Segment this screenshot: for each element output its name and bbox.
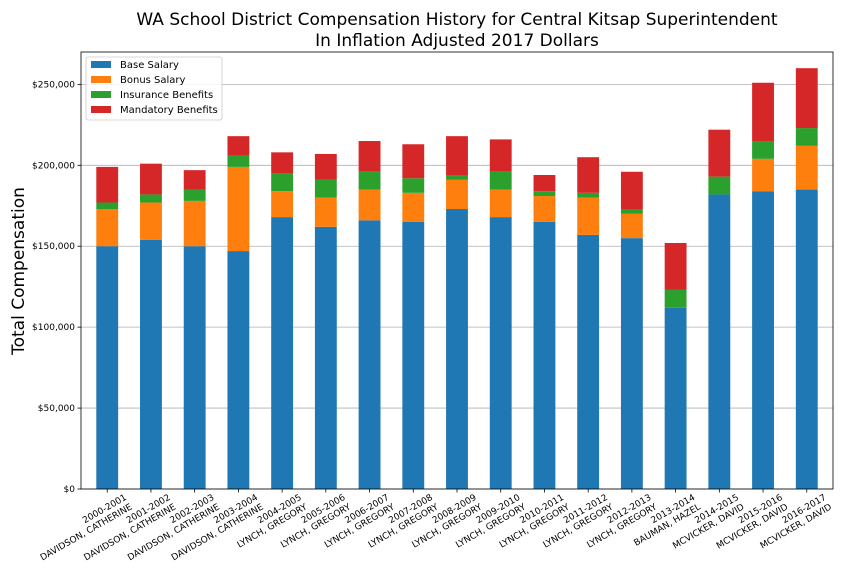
bar-segment <box>708 194 731 489</box>
bar-segment <box>358 189 381 221</box>
bar-segment <box>314 226 337 490</box>
bar-segment <box>402 192 425 222</box>
bar-segment <box>489 139 512 172</box>
bar-segment <box>227 166 250 252</box>
legend-label: Insurance Benefits <box>120 90 213 101</box>
bar-segment <box>96 208 119 247</box>
bar-segment <box>795 128 818 146</box>
chart-title: WA School District Compensation History … <box>136 10 778 30</box>
bar-segment <box>664 242 687 290</box>
y-axis-label: Total Compensation <box>9 187 29 356</box>
bar-segment <box>446 208 468 490</box>
bar-segment <box>620 171 643 209</box>
bar-segment <box>708 129 731 177</box>
bar-segment <box>533 221 556 489</box>
bar-segment <box>577 157 600 193</box>
bar-segment <box>752 141 774 159</box>
y-tick-label: $0 <box>64 485 76 495</box>
y-tick-label: $100,000 <box>32 323 75 333</box>
legend-label: Bonus Salary <box>120 75 186 86</box>
bar-segment <box>620 213 643 239</box>
bar-segment <box>96 202 119 209</box>
bar-segment <box>752 158 774 192</box>
bar-segment <box>402 178 425 193</box>
legend-items: Base Salary Bonus Salary Insurance Benefit… <box>91 60 218 116</box>
bar-segment <box>314 197 337 227</box>
bar-segment <box>620 238 643 489</box>
y-tick-label: $250,000 <box>32 80 75 90</box>
bar-segment <box>271 191 294 218</box>
bar-segment <box>183 189 206 201</box>
legend-swatch <box>91 91 111 98</box>
y-axis-ticks: $0 $50,000 $100,000 $150,000 $200,000 $250,00… <box>32 80 81 495</box>
bar-segment <box>227 136 250 156</box>
bar-segment <box>140 163 162 195</box>
bar-segment <box>752 191 774 489</box>
legend-label: Mandatory Benefits <box>120 105 218 116</box>
bar-segment <box>577 234 600 489</box>
bar-segment <box>140 202 162 240</box>
bar-segment <box>96 166 119 203</box>
bar-segment <box>795 189 818 489</box>
bar-segment <box>533 175 556 192</box>
bar-segment <box>446 179 468 209</box>
legend-label: Base Salary <box>120 60 179 71</box>
chart-subtitle: In Inflation Adjusted 2017 Dollars <box>315 31 599 51</box>
bar-segment <box>795 68 818 129</box>
y-tick-label: $150,000 <box>32 242 75 252</box>
bar-segment <box>183 246 206 489</box>
bar-segment <box>489 217 512 490</box>
bar-segment <box>227 251 250 489</box>
bar-segment <box>664 289 687 308</box>
legend: Base Salary Bonus Salary Insurance Benefit… <box>85 56 223 121</box>
bar-segment <box>358 141 381 172</box>
bar-segment <box>183 170 206 190</box>
bar-segment <box>446 136 468 176</box>
bars <box>96 68 818 490</box>
bar-segment <box>314 179 337 198</box>
legend-swatch <box>91 61 111 68</box>
bar-segment <box>489 171 512 190</box>
bar-segment <box>183 200 206 247</box>
bar-segment <box>795 145 818 190</box>
bar-segment <box>402 144 425 179</box>
bar-segment <box>140 194 162 203</box>
bar-segment <box>489 189 512 218</box>
bar-segment <box>271 173 294 192</box>
legend-swatch <box>91 106 111 113</box>
bar-segment <box>358 220 381 489</box>
bar-segment <box>577 197 600 235</box>
bar-segment <box>577 192 600 198</box>
legend-frame <box>85 56 223 121</box>
x-axis-ticks: 2000-2001DAVIDSON, CATHERINE2001-2002DAV… <box>39 489 834 563</box>
bar-segment <box>96 246 119 489</box>
bar-segment <box>752 82 774 142</box>
bar-segment <box>620 208 643 214</box>
bar-segment <box>533 196 556 222</box>
bar-segment <box>140 239 162 489</box>
bar-segment <box>358 171 381 190</box>
bar-segment <box>708 176 731 195</box>
y-tick-label: $50,000 <box>38 404 75 414</box>
bar-segment <box>227 155 250 167</box>
bar-segment <box>271 217 294 490</box>
bar-segment <box>402 221 425 489</box>
y-tick-label: $200,000 <box>32 161 75 171</box>
legend-swatch <box>91 76 111 83</box>
bar-segment <box>446 175 468 180</box>
bar-segment <box>664 307 687 489</box>
bar-segment <box>271 152 294 174</box>
bar-segment <box>314 153 337 180</box>
bar-segment <box>533 191 556 197</box>
